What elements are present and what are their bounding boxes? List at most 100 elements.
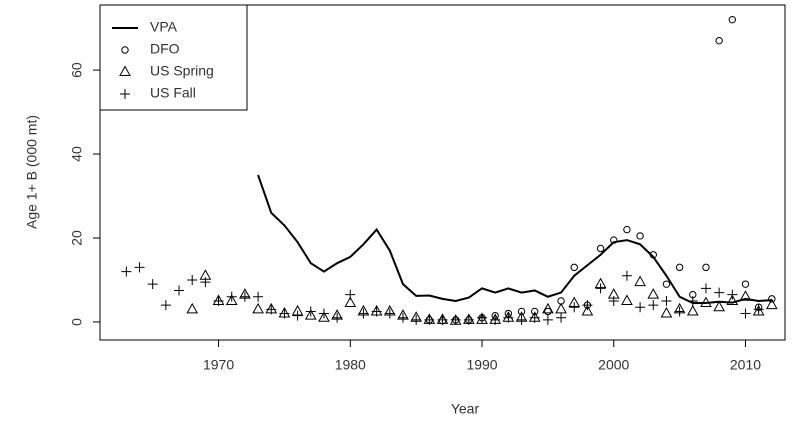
data-point [556, 312, 567, 323]
data-point [542, 302, 554, 314]
data-point [713, 300, 725, 312]
data-point [279, 308, 290, 319]
legend-label: US Spring [150, 63, 214, 79]
data-point [714, 287, 725, 298]
y-tick-label: 60 [69, 62, 85, 78]
data-point [661, 295, 672, 306]
data-point [753, 304, 764, 315]
data-point [752, 304, 765, 316]
data-point [134, 262, 145, 273]
data-point [225, 294, 238, 305]
data-point [437, 314, 448, 325]
data-point [450, 314, 461, 325]
data-point [687, 295, 698, 306]
data-point [397, 312, 408, 323]
data-point [252, 302, 264, 314]
data-point [595, 283, 606, 294]
data-point [239, 291, 250, 302]
data-point [463, 314, 474, 325]
data-point [266, 304, 277, 315]
data-point [411, 314, 422, 325]
data-point [344, 296, 357, 308]
data-point [660, 307, 673, 318]
legend-symbol [121, 46, 129, 54]
y-tick-label: 0 [69, 318, 85, 326]
data-point [503, 312, 514, 323]
data-point [371, 306, 382, 317]
data-point [582, 300, 593, 311]
data-point [384, 308, 395, 319]
data-point [686, 304, 699, 316]
x-tick-label: 1980 [335, 357, 366, 373]
data-point [555, 302, 567, 314]
data-point [187, 274, 198, 285]
data-point [700, 283, 711, 294]
y-tick-label: 20 [69, 230, 85, 246]
legend-label: VPA [150, 19, 178, 35]
data-point [662, 280, 671, 288]
x-axis-label: Year [451, 401, 480, 417]
data-point [727, 289, 738, 300]
data-point [345, 289, 356, 300]
y-tick-label: 40 [69, 146, 85, 162]
data-point [477, 312, 488, 323]
data-point [121, 266, 132, 277]
data-point [213, 295, 224, 306]
legend-label: US Fall [150, 85, 196, 101]
data-point [739, 290, 752, 301]
data-point [648, 300, 659, 311]
data-point [318, 311, 330, 322]
data-point [768, 295, 776, 303]
data-point [517, 307, 526, 316]
data-point [634, 275, 646, 287]
legend-symbol [119, 65, 131, 76]
data-point [702, 263, 710, 272]
x-tick-label: 2010 [730, 357, 761, 373]
data-point [715, 36, 723, 45]
data-point [304, 309, 317, 320]
y-axis-label: Age 1+ B (000 mt) [24, 115, 40, 229]
data-point [596, 244, 605, 253]
data-point [529, 312, 540, 323]
data-point [174, 285, 185, 296]
data-point [569, 302, 580, 313]
x-tick-label: 1990 [466, 357, 497, 373]
data-point [358, 308, 369, 319]
data-point [700, 296, 712, 308]
data-point [674, 306, 685, 317]
legend-symbol [120, 89, 130, 99]
data-point [636, 232, 644, 240]
data-point [516, 314, 527, 325]
plot-frame [99, 4, 786, 341]
data-point [649, 251, 657, 259]
data-point [253, 291, 264, 302]
data-point [647, 288, 660, 299]
data-point [740, 308, 751, 319]
data-point [621, 270, 632, 281]
data-point [490, 314, 501, 325]
data-point [544, 307, 552, 316]
data-point [160, 300, 171, 311]
data-point [728, 15, 737, 24]
data-point [765, 298, 778, 310]
x-tick-label: 2000 [598, 357, 629, 373]
data-point [332, 312, 343, 323]
data-point [675, 263, 684, 272]
data-point [424, 314, 435, 325]
data-point [608, 295, 619, 306]
series-line [257, 174, 772, 305]
data-point [186, 302, 199, 314]
data-point [635, 302, 646, 313]
legend-label: DFO [150, 41, 180, 57]
data-point [581, 304, 594, 316]
data-point [476, 313, 488, 324]
data-point [226, 291, 237, 302]
data-point [726, 294, 739, 305]
data-point [570, 263, 578, 272]
data-point [621, 294, 633, 305]
data-point [542, 314, 553, 325]
data-point [610, 236, 618, 244]
data-point [292, 310, 303, 321]
